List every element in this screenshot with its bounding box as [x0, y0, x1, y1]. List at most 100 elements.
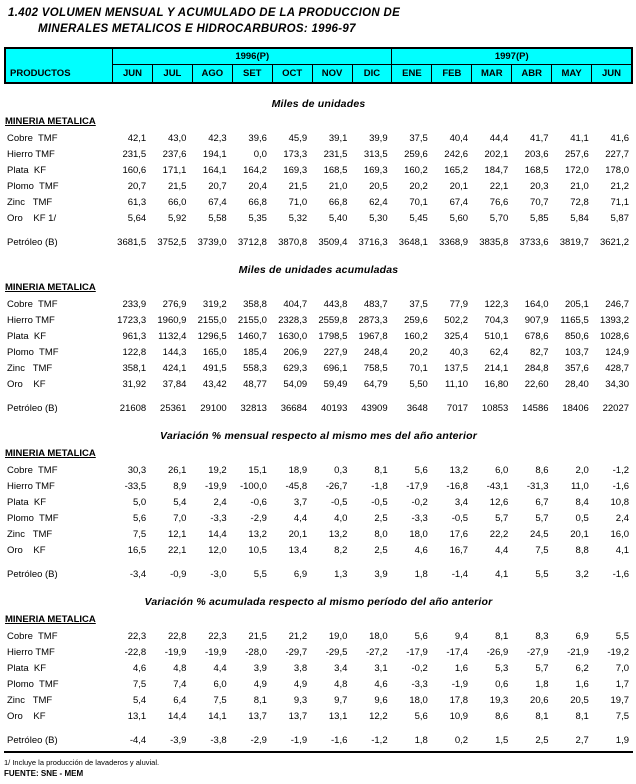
value-cell-cobre-tmf-ago-2: 22,3 — [208, 630, 227, 642]
value-cell-hierro-tmf-feb-8: -16,8 — [446, 480, 469, 492]
value-cell-cobre-tmf-ago-2: 42,3 — [208, 132, 227, 144]
value-cell-plomo-tmf-set-3: -2,9 — [250, 512, 267, 524]
value-cell-zinc-tmf-jun-12: 16,0 — [610, 528, 630, 540]
row-label: Hierro TMF — [7, 646, 55, 658]
value-cell-petro-leo-b-set-3: 5,5 — [253, 568, 267, 580]
value-cell-petro-leo-b-dic-6: 3716,3 — [358, 236, 388, 248]
value-cell-petro-leo-b-jul-1: -3,9 — [170, 734, 187, 746]
value-cell-hierro-tmf-nov-5: -26,7 — [325, 480, 348, 492]
value-cell-cobre-tmf-abr-10: 164,0 — [524, 298, 549, 310]
section-title-1: Miles de unidades — [271, 98, 366, 110]
value-cell-zinc-tmf-ago-2: 14,4 — [208, 528, 227, 540]
value-cell-zinc-tmf-mar-9: 19,3 — [489, 694, 509, 706]
value-cell-zinc-tmf-dic-6: 9,6 — [374, 694, 388, 706]
row-label: Plata KF — [7, 496, 47, 508]
value-cell-plata-kf-may-11: 850,6 — [564, 330, 589, 342]
value-cell-hierro-tmf-jun-12: -19,2 — [607, 646, 629, 658]
value-cell-plata-kf-may-11: 8,4 — [575, 496, 589, 508]
value-cell-zinc-tmf-feb-8: 17,8 — [449, 694, 469, 706]
value-cell-zinc-tmf-ago-2: 7,5 — [213, 694, 227, 706]
row-label: Plomo TMF — [7, 346, 59, 358]
value-cell-petro-leo-b-abr-10: 14586 — [522, 402, 549, 414]
value-cell-petro-leo-b-jun-0: 3681,5 — [117, 236, 147, 248]
value-cell-plomo-tmf-jul-1: 7,4 — [173, 678, 187, 690]
value-cell-plata-kf-may-11: 6,2 — [575, 662, 589, 674]
table-row-plomo-tmf: Plomo TMF 122,8 144,3 165,0 185,4 206,9 227,9 2… — [4, 344, 633, 360]
value-cell-plata-kf-ago-2: 1296,5 — [197, 330, 227, 342]
row-label: Oro KF — [7, 544, 46, 556]
value-cell-plata-kf-jun-12: 178,0 — [605, 164, 629, 176]
value-cell-cobre-tmf-nov-5: 443,8 — [323, 298, 348, 310]
value-cell-plata-kf-feb-8: 1,6 — [454, 662, 469, 674]
row-label: Oro KF — [7, 378, 46, 390]
value-cell-plomo-tmf-abr-10: 1,8 — [535, 678, 549, 690]
value-cell-cobre-tmf-may-11: 205,1 — [564, 298, 589, 310]
value-cell-cobre-tmf-jul-1: 276,9 — [162, 298, 187, 310]
value-cell-cobre-tmf-jun-0: 42,1 — [127, 132, 147, 144]
value-cell-petro-leo-b-ene-7: 3648 — [406, 402, 428, 414]
value-cell-oro-kf-1-set-3: 5,35 — [248, 212, 267, 224]
value-cell-hierro-tmf-dic-6: -27,2 — [365, 646, 388, 658]
table-row-hierro-tmf: Hierro TMF 231,5 237,6 194,1 0,0 173,3 231,5 31… — [4, 146, 633, 162]
doc-title-line1: 1.402 VOLUMEN MENSUAL Y ACUMULADO DE LA … — [8, 7, 401, 19]
section-title-4: Variación % acumulada respecto al mismo … — [144, 596, 493, 608]
value-cell-cobre-tmf-jun-0: 22,3 — [127, 630, 147, 642]
value-cell-zinc-tmf-jul-1: 6,4 — [173, 694, 187, 706]
value-cell-hierro-tmf-set-3: -28,0 — [245, 646, 267, 658]
value-cell-hierro-tmf-abr-10: 907,9 — [524, 314, 549, 326]
value-cell-hierro-tmf-ene-7: 259,6 — [404, 148, 428, 160]
group-label-mineria-metalica: MINERIA METALICA — [5, 614, 96, 625]
value-cell-petro-leo-b-dic-6: -1,2 — [371, 734, 388, 746]
value-cell-zinc-tmf-jun-0: 358,1 — [122, 362, 147, 374]
value-cell-oro-kf-feb-8: 11,10 — [444, 378, 469, 390]
value-cell-oro-kf-jul-1: 22,1 — [167, 544, 187, 556]
row-label: Plata KF — [7, 662, 47, 674]
value-cell-oro-kf-may-11: 28,40 — [564, 378, 589, 390]
value-cell-plata-kf-ago-2: 164,1 — [202, 164, 227, 176]
value-cell-oro-kf-jun-12: 34,30 — [605, 378, 629, 390]
value-cell-oro-kf-jun-12: 4,1 — [615, 544, 629, 556]
value-cell-plomo-tmf-mar-9: 22,1 — [489, 180, 509, 192]
table-row-oro-kf: Oro KF 13,1 14,4 14,1 13,7 13,7 13,1 12,2 5,6 10,… — [4, 708, 633, 724]
value-cell-cobre-tmf-oct-4: 404,7 — [283, 298, 308, 310]
value-cell-petro-leo-b-jun-12: 3621,2 — [599, 236, 629, 248]
table-row-hierro-tmf: Hierro TMF -22,8 -19,9 -19,9 -28,0 -29,7 -29,5… — [4, 644, 633, 660]
value-cell-oro-kf-mar-9: 16,80 — [484, 378, 509, 390]
value-cell-hierro-tmf-jun-12: 1393,2 — [599, 314, 629, 326]
month-header-jun-12: JUN — [591, 65, 631, 82]
value-cell-oro-kf-oct-4: 13,7 — [288, 710, 308, 722]
value-cell-petro-leo-b-oct-4: 3870,8 — [278, 236, 308, 248]
value-cell-hierro-tmf-jul-1: 237,6 — [162, 148, 187, 160]
value-cell-hierro-tmf-jul-1: 1960,9 — [157, 314, 187, 326]
table-row-cobre-tmf: Cobre TMF 30,3 26,1 19,2 15,1 18,9 0,3 8,1 5,6 13… — [4, 462, 633, 478]
value-cell-cobre-tmf-jul-1: 43,0 — [167, 132, 187, 144]
table-row-oro-kf-1: Oro KF 1/5,64 5,92 5,58 5,35 5,32 5,40 5,30 5,4… — [4, 210, 633, 226]
value-cell-plomo-tmf-abr-10: 5,7 — [535, 512, 549, 524]
section-2: Miles de unidades acumuladas MINERIA META… — [4, 263, 633, 416]
value-cell-plomo-tmf-jun-0: 7,5 — [133, 678, 147, 690]
value-cell-cobre-tmf-ene-7: 37,5 — [409, 298, 428, 310]
value-cell-plata-kf-feb-8: 325,4 — [444, 330, 469, 342]
value-cell-hierro-tmf-ago-2: 194,1 — [202, 148, 227, 160]
value-cell-hierro-tmf-ene-7: 259,6 — [404, 314, 428, 326]
value-cell-plomo-tmf-jun-12: 124,9 — [605, 346, 629, 358]
value-cell-plomo-tmf-feb-8: 20,1 — [449, 180, 469, 192]
value-cell-zinc-tmf-mar-9: 214,1 — [484, 362, 509, 374]
value-cell-cobre-tmf-feb-8: 40,4 — [449, 132, 469, 144]
value-cell-plomo-tmf-dic-6: 4,6 — [374, 678, 388, 690]
value-cell-zinc-tmf-abr-10: 20,6 — [530, 694, 549, 706]
value-cell-cobre-tmf-mar-9: 122,3 — [484, 298, 509, 310]
value-cell-oro-kf-1-jun-12: 5,87 — [610, 212, 630, 224]
value-cell-cobre-tmf-set-3: 21,5 — [248, 630, 267, 642]
table-row-petro-leo-b: Petróleo (B) 3681,5 3752,5 3739,0 3712,8 3870… — [4, 234, 633, 250]
table-row-plata-kf: Plata KF 5,0 5,4 2,4 -0,6 3,7 -0,5 -0,5 -0,2 3,4 1… — [4, 494, 633, 510]
value-cell-oro-kf-ago-2: 12,0 — [208, 544, 227, 556]
value-cell-cobre-tmf-mar-9: 6,0 — [495, 464, 509, 476]
table-row-oro-kf: Oro KF 31,92 37,84 43,42 48,77 54,09 59,49 64,7… — [4, 376, 633, 392]
value-cell-cobre-tmf-oct-4: 45,9 — [288, 132, 308, 144]
value-cell-plomo-tmf-jul-1: 21,5 — [167, 180, 187, 192]
value-cell-hierro-tmf-set-3: 2155,0 — [237, 314, 267, 326]
table-row-zinc-tmf: Zinc TMF 5,4 6,4 7,5 8,1 9,3 9,7 9,6 18,0 17,8 19,… — [4, 692, 633, 708]
value-cell-zinc-tmf-ene-7: 18,0 — [409, 528, 428, 540]
value-cell-oro-kf-abr-10: 22,60 — [524, 378, 549, 390]
